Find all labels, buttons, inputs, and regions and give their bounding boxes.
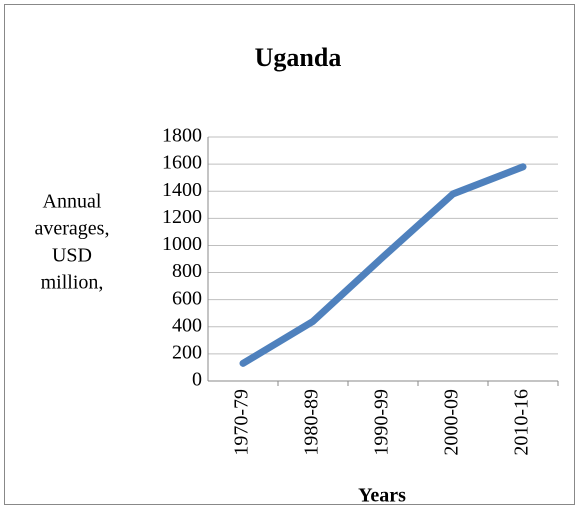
y-tick-label: 1200 xyxy=(162,206,202,228)
x-tick-label: 2010-16 xyxy=(511,389,533,456)
chart-title: Uganda xyxy=(255,43,342,72)
y-tick-label: 200 xyxy=(172,341,202,363)
y-axis-label: averages, xyxy=(35,218,110,240)
chart-border xyxy=(4,4,575,505)
y-tick-label: 1000 xyxy=(162,233,202,255)
y-axis-label: million, xyxy=(41,272,104,294)
data-line xyxy=(239,163,527,367)
y-tick-label: 400 xyxy=(172,314,202,336)
y-axis-label: Annual xyxy=(43,191,102,213)
y-tick-label: 0 xyxy=(192,369,202,391)
y-tick-label: 600 xyxy=(172,287,202,309)
x-axis-label: Years xyxy=(358,485,406,507)
x-tick-label: 1970-79 xyxy=(231,389,253,456)
x-tick-label: 1980-89 xyxy=(301,389,323,456)
y-tick-label: 1400 xyxy=(162,179,202,201)
y-tick-label: 1600 xyxy=(162,152,202,174)
y-tick-label: 800 xyxy=(172,260,202,282)
x-tick-label: 2000-09 xyxy=(441,389,463,456)
y-axis-label: USD xyxy=(52,245,92,267)
x-tick-label: 1990-99 xyxy=(371,389,393,456)
y-tick-label: 1800 xyxy=(162,125,202,147)
